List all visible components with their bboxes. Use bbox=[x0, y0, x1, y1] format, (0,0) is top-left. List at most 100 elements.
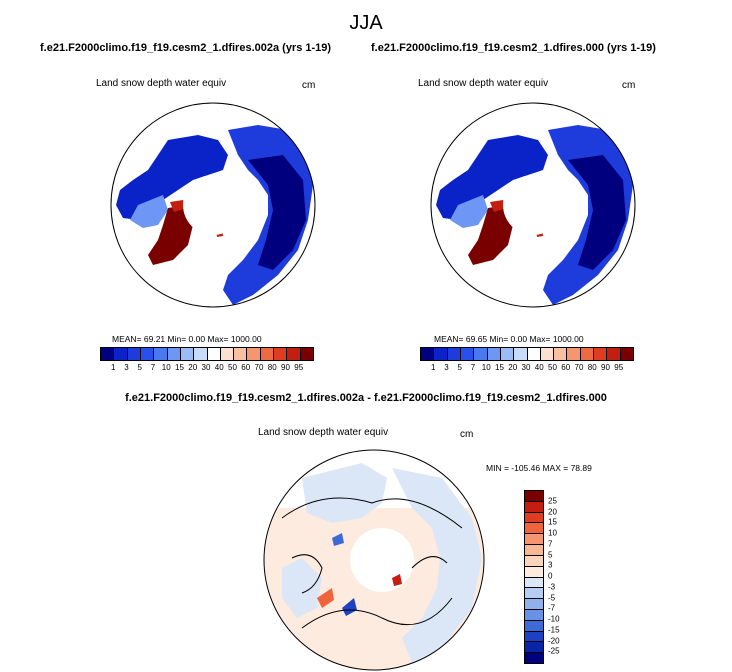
colorbar-swatch bbox=[527, 348, 541, 360]
colorbar-tick-label: 95 bbox=[294, 363, 304, 372]
colorbar-swatch bbox=[421, 348, 435, 360]
colorbar-swatch bbox=[525, 501, 543, 513]
difference-stats: MIN = -105.46 MAX = 78.89 bbox=[486, 463, 592, 473]
colorbar-tick-label: -7 bbox=[548, 603, 556, 613]
panel2-colorbar bbox=[420, 347, 634, 361]
colorbar-tick-label: 15 bbox=[495, 363, 504, 372]
panel2-variable-label: Land snow depth water equiv bbox=[418, 78, 549, 89]
colorbar-tick-label: 5 bbox=[457, 363, 462, 372]
panel1-case-title: f.e21.F2000climo.f19_f19.cesm2_1.dfires.… bbox=[40, 42, 332, 54]
panel1-variable-label: Land snow depth water equiv bbox=[96, 78, 227, 89]
colorbar-swatch bbox=[514, 348, 528, 360]
colorbar-swatch bbox=[260, 348, 275, 360]
colorbar-tick-label: 3 bbox=[124, 363, 129, 372]
panel2-case-title: f.e21.F2000climo.f19_f19.cesm2_1.dfires.… bbox=[371, 42, 656, 54]
colorbar-tick-label: 90 bbox=[601, 363, 610, 372]
colorbar-tick-label: 25 bbox=[548, 496, 557, 506]
panel1-stats: MEAN= 69.21 Min= 0.00 Max= 1000.00 bbox=[112, 334, 262, 344]
colorbar-swatch bbox=[525, 642, 543, 654]
colorbar-tick-label: 7 bbox=[470, 363, 476, 372]
colorbar-swatch bbox=[525, 609, 543, 621]
colorbar-tick-label: 3 bbox=[444, 363, 449, 372]
colorbar-tick-label: 70 bbox=[254, 363, 264, 372]
panel2-colorbar-ticks: 1 3 5 7 10 15 20 30 40 50 60 70 80 90 95 bbox=[420, 363, 632, 373]
colorbar-swatch bbox=[154, 348, 168, 360]
colorbar-tick-label: -20 bbox=[548, 636, 560, 645]
colorbar-tick-label: 15 bbox=[548, 517, 557, 527]
colorbar-swatch bbox=[525, 620, 543, 632]
panel1-colorbar bbox=[100, 347, 314, 361]
colorbar-tick-label: 30 bbox=[201, 363, 211, 372]
colorbar-tick-label: 90 bbox=[281, 363, 290, 372]
colorbar-swatch bbox=[567, 348, 581, 360]
panel1-colorbar-ticks: 1 3 5 7 10 15 20 30 40 50 60 70 80 90 95 bbox=[100, 363, 312, 373]
colorbar-tick-label: 50 bbox=[548, 363, 557, 372]
colorbar-swatch bbox=[607, 348, 621, 360]
colorbar-tick-label: 3 bbox=[548, 560, 553, 570]
colorbar-tick-label: -5 bbox=[548, 593, 556, 602]
colorbar-tick-label: 20 bbox=[508, 363, 518, 372]
colorbar-tick-label: 95 bbox=[614, 363, 624, 372]
difference-title: f.e21.F2000climo.f19_f19.cesm2_1.dfires.… bbox=[125, 392, 607, 404]
colorbar-swatch bbox=[167, 348, 181, 360]
colorbar-swatch bbox=[594, 348, 608, 360]
colorbar-swatch bbox=[525, 491, 543, 502]
colorbar-swatch bbox=[101, 348, 115, 360]
colorbar-tick-label: 1 bbox=[431, 363, 436, 372]
colorbar-tick-label: 50 bbox=[228, 363, 237, 372]
colorbar-tick-label: -10 bbox=[548, 614, 560, 624]
colorbar-swatch bbox=[525, 566, 543, 578]
colorbar-swatch bbox=[207, 348, 221, 360]
colorbar-swatch bbox=[127, 348, 141, 360]
difference-variable-label: Land snow depth water equiv bbox=[258, 427, 389, 438]
colorbar-swatch bbox=[434, 348, 448, 360]
colorbar-tick-label: 15 bbox=[175, 363, 184, 372]
colorbar-swatch bbox=[500, 348, 515, 360]
colorbar-tick-label: 7 bbox=[150, 363, 156, 372]
colorbar-tick-label: 60 bbox=[241, 363, 251, 372]
colorbar-tick-label: 10 bbox=[481, 363, 491, 372]
colorbar-swatch bbox=[300, 348, 313, 360]
colorbar-swatch bbox=[460, 348, 475, 360]
colorbar-tick-label: 5 bbox=[548, 550, 553, 559]
colorbar-tick-label: 60 bbox=[561, 363, 571, 372]
colorbar-swatch bbox=[525, 577, 543, 589]
colorbar-tick-label: 7 bbox=[548, 539, 553, 549]
colorbar-swatch bbox=[525, 631, 543, 643]
colorbar-swatch bbox=[234, 348, 248, 360]
colorbar-swatch bbox=[580, 348, 595, 360]
colorbar-swatch bbox=[220, 348, 235, 360]
colorbar-swatch bbox=[447, 348, 461, 360]
colorbar-tick-label: 70 bbox=[574, 363, 584, 372]
panel1-units-label: cm bbox=[302, 80, 316, 91]
colorbar-swatch bbox=[114, 348, 128, 360]
colorbar-tick-label: 20 bbox=[188, 363, 198, 372]
colorbar-swatch bbox=[525, 534, 543, 546]
colorbar-tick-label: 1 bbox=[111, 363, 116, 372]
panel2-polar-map bbox=[430, 102, 636, 308]
colorbar-swatch bbox=[474, 348, 488, 360]
difference-colorbar bbox=[524, 490, 544, 664]
colorbar-swatch bbox=[274, 348, 288, 360]
colorbar-tick-label: 20 bbox=[548, 507, 557, 516]
colorbar-tick-label: -15 bbox=[548, 625, 560, 635]
colorbar-swatch bbox=[525, 512, 543, 524]
colorbar-swatch bbox=[487, 348, 501, 360]
colorbar-tick-label: 10 bbox=[161, 363, 171, 372]
colorbar-swatch bbox=[194, 348, 208, 360]
difference-units-label: cm bbox=[460, 429, 474, 440]
colorbar-tick-label: 40 bbox=[214, 363, 224, 372]
colorbar-tick-label: 0 bbox=[548, 571, 553, 581]
panel2-units-label: cm bbox=[622, 80, 636, 91]
colorbar-tick-label: -3 bbox=[548, 582, 556, 592]
colorbar-swatch bbox=[140, 348, 155, 360]
colorbar-swatch bbox=[620, 348, 633, 360]
colorbar-swatch bbox=[540, 348, 555, 360]
colorbar-tick-label: 10 bbox=[548, 528, 557, 538]
panel1-polar-map bbox=[110, 102, 316, 308]
colorbar-tick-label: -25 bbox=[548, 646, 560, 656]
colorbar-swatch bbox=[525, 545, 543, 556]
colorbar-tick-label: 80 bbox=[587, 363, 597, 372]
colorbar-swatch bbox=[554, 348, 568, 360]
colorbar-swatch bbox=[247, 348, 261, 360]
